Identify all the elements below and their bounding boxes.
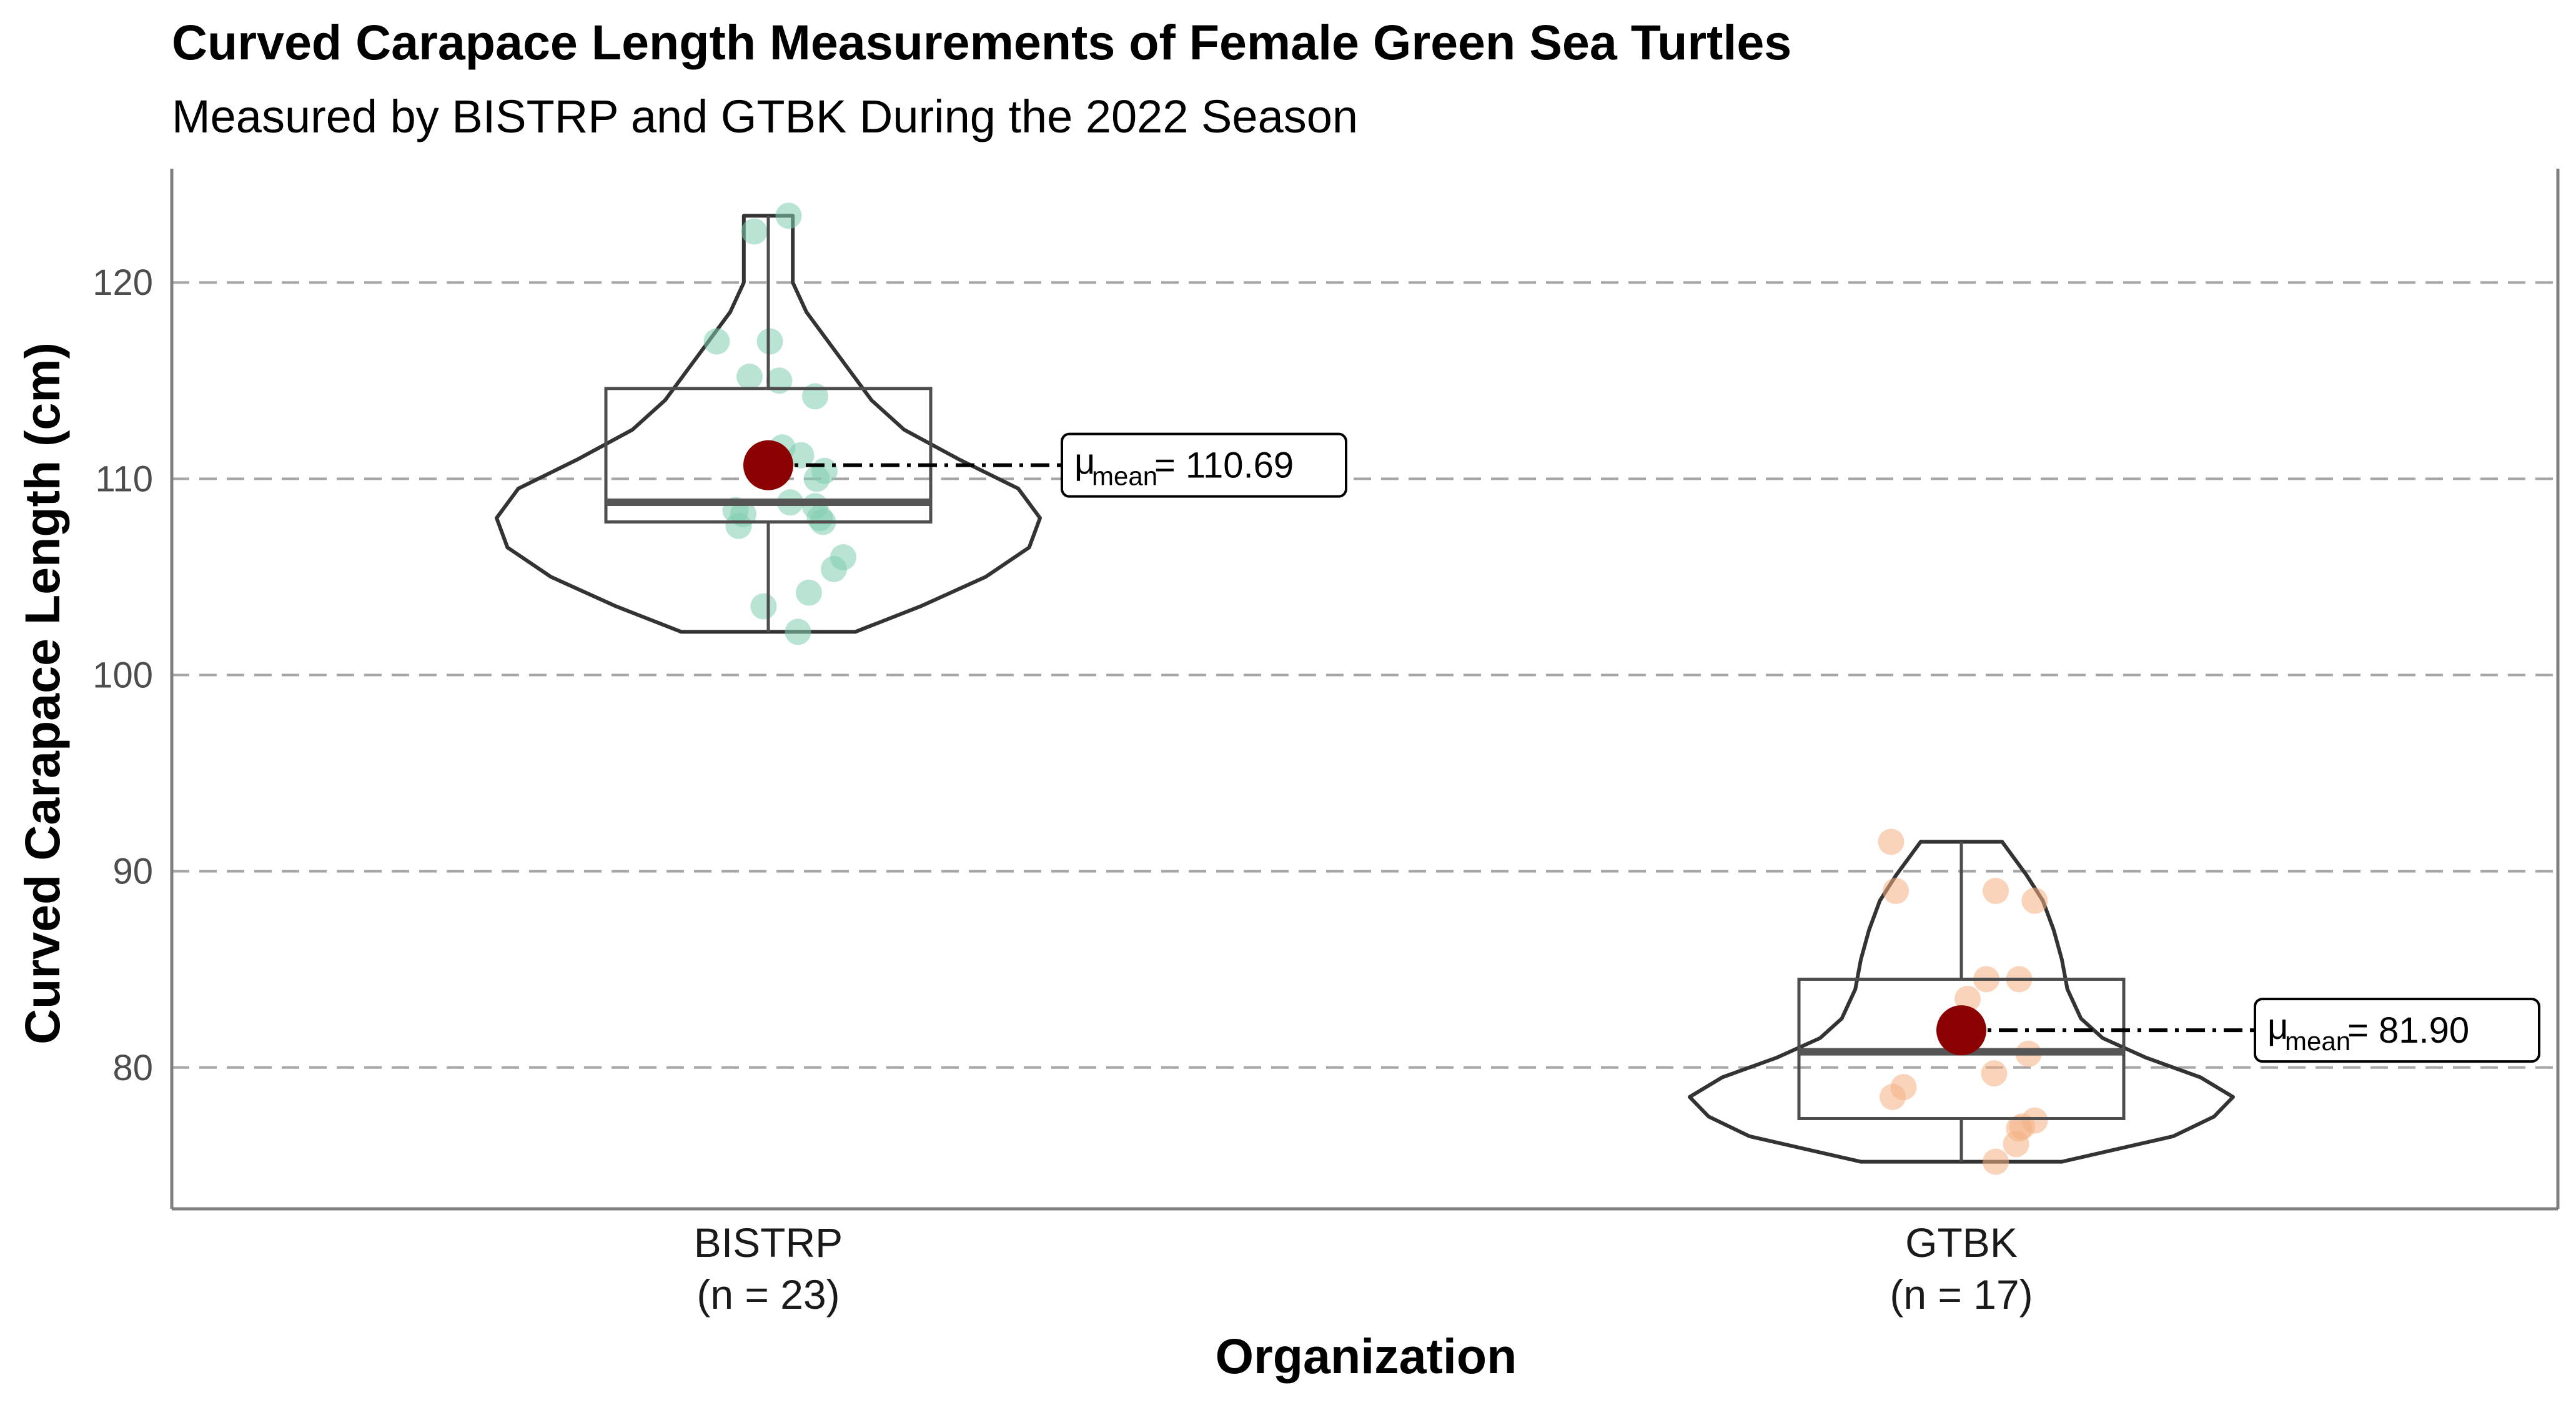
data-point [2021,887,2048,914]
mean-label-box [1061,432,1347,498]
y-tick-label: 90 [112,851,153,892]
data-point [796,579,822,606]
data-point [788,442,815,469]
y-tick-label: 120 [92,262,153,303]
x-tick-count: (n = 23) [696,1271,840,1318]
data-point [1983,878,2009,905]
data-point [1983,1148,2009,1175]
data-point [785,618,811,645]
gridlines [172,281,2558,1069]
y-tick-label: 80 [112,1048,153,1088]
mean-symbol: μ [2267,1006,2288,1047]
y-axis-ticks: 80 90 100 110 120 [92,262,153,1088]
y-tick-label: 110 [96,459,153,499]
data-point [821,555,847,582]
data-point [750,593,777,620]
data-point [1878,828,1905,855]
data-point [1981,1060,2008,1087]
data-point [2003,1131,2029,1158]
mean-label-box [2254,998,2540,1063]
mean-point [743,440,793,490]
mean-value: = 110.69 [1154,445,1294,486]
chart-subtitle: Measured by BISTRP and GTBK During the 2… [172,91,1358,142]
chart-title: Curved Carapace Length Measurements of F… [172,14,1791,70]
x-tick-label: BISTRP [694,1219,843,1266]
x-axis-ticks: BISTRP (n = 23) GTBK (n = 17) [170,169,2560,1318]
x-axis-title: Organization [1216,1328,1517,1384]
data-point [775,202,802,229]
plot-panel-border [172,169,2558,1209]
mean-subscript: mean [2285,1026,2351,1056]
data-point [803,465,830,492]
mean-value: = 81.90 [2347,1010,2469,1051]
box-iqr [604,387,933,524]
data-point [741,218,768,245]
data-point [725,512,752,539]
y-tick-label: 100 [92,655,153,696]
y-axis-title: Curved Carapace Length (cm) [14,342,70,1045]
mean-subscript: mean [1092,462,1157,491]
data-point [1883,878,1909,905]
violin-outline [495,214,1042,634]
mean-point [1936,1005,1986,1056]
violin-outline [1688,840,2235,1164]
x-tick-count: (n = 17) [1890,1271,2033,1318]
data-point [736,364,763,390]
x-tick-label: GTBK [1905,1219,2018,1266]
data-point [703,328,730,355]
data-point [1880,1083,1906,1110]
mean-symbol: μ [1074,442,1095,482]
